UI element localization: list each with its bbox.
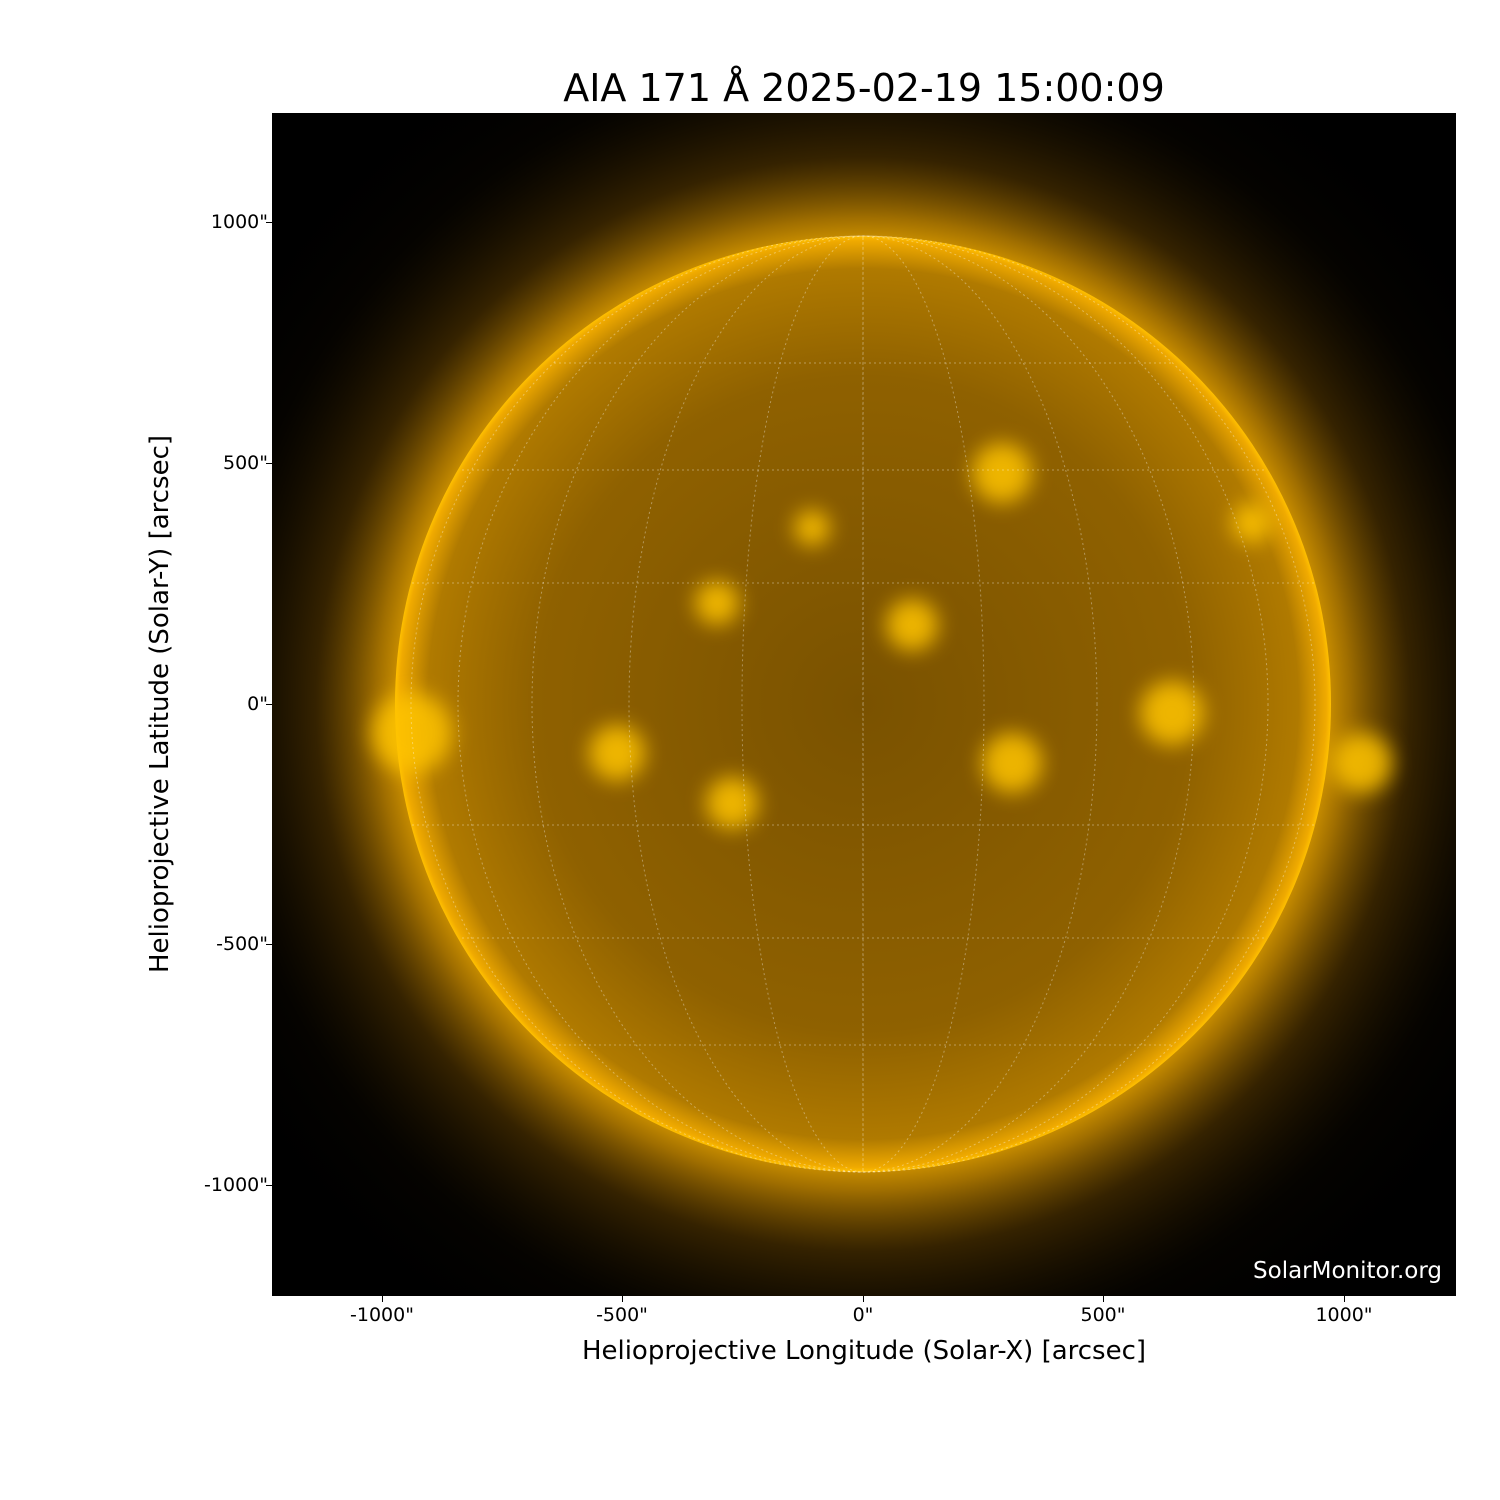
x-tick-mark bbox=[863, 1296, 864, 1302]
x-tick-label: -1000" bbox=[350, 1304, 414, 1326]
y-tick-mark bbox=[266, 463, 272, 464]
y-tick-label: 0" bbox=[247, 693, 268, 715]
watermark: SolarMonitor.org bbox=[1253, 1258, 1442, 1284]
x-tick-mark bbox=[1344, 1296, 1345, 1302]
y-tick-label: 1000" bbox=[210, 211, 268, 233]
sun-disk bbox=[395, 236, 1331, 1172]
y-tick-label: -1000" bbox=[204, 1174, 268, 1196]
active-regions bbox=[372, 443, 1392, 829]
y-tick-label: 500" bbox=[222, 452, 268, 474]
coordinate-grid bbox=[410, 235, 1316, 1173]
y-tick-mark bbox=[266, 222, 272, 223]
y-axis-label: Helioprojective Latitude (Solar-Y) [arcs… bbox=[145, 434, 175, 974]
x-tick-label: 0" bbox=[852, 1304, 874, 1326]
x-tick-label: 500" bbox=[1080, 1304, 1126, 1326]
y-tick-mark bbox=[266, 704, 272, 705]
y-tick-mark bbox=[266, 1185, 272, 1186]
y-tick-mark bbox=[266, 944, 272, 945]
x-tick-mark bbox=[382, 1296, 383, 1302]
plot-title: AIA 171 Å 2025-02-19 15:00:09 bbox=[563, 66, 1165, 110]
y-tick-label: -500" bbox=[216, 933, 268, 955]
solar-image-axes: SolarMonitor.org bbox=[272, 113, 1456, 1296]
x-axis-label: Helioprojective Longitude (Solar-X) [arc… bbox=[581, 1336, 1147, 1366]
x-tick-mark bbox=[1103, 1296, 1104, 1302]
x-tick-mark bbox=[622, 1296, 623, 1302]
x-tick-label: 1000" bbox=[1315, 1304, 1373, 1326]
x-tick-label: -500" bbox=[596, 1304, 648, 1326]
solar-disk-image bbox=[272, 113, 1456, 1296]
